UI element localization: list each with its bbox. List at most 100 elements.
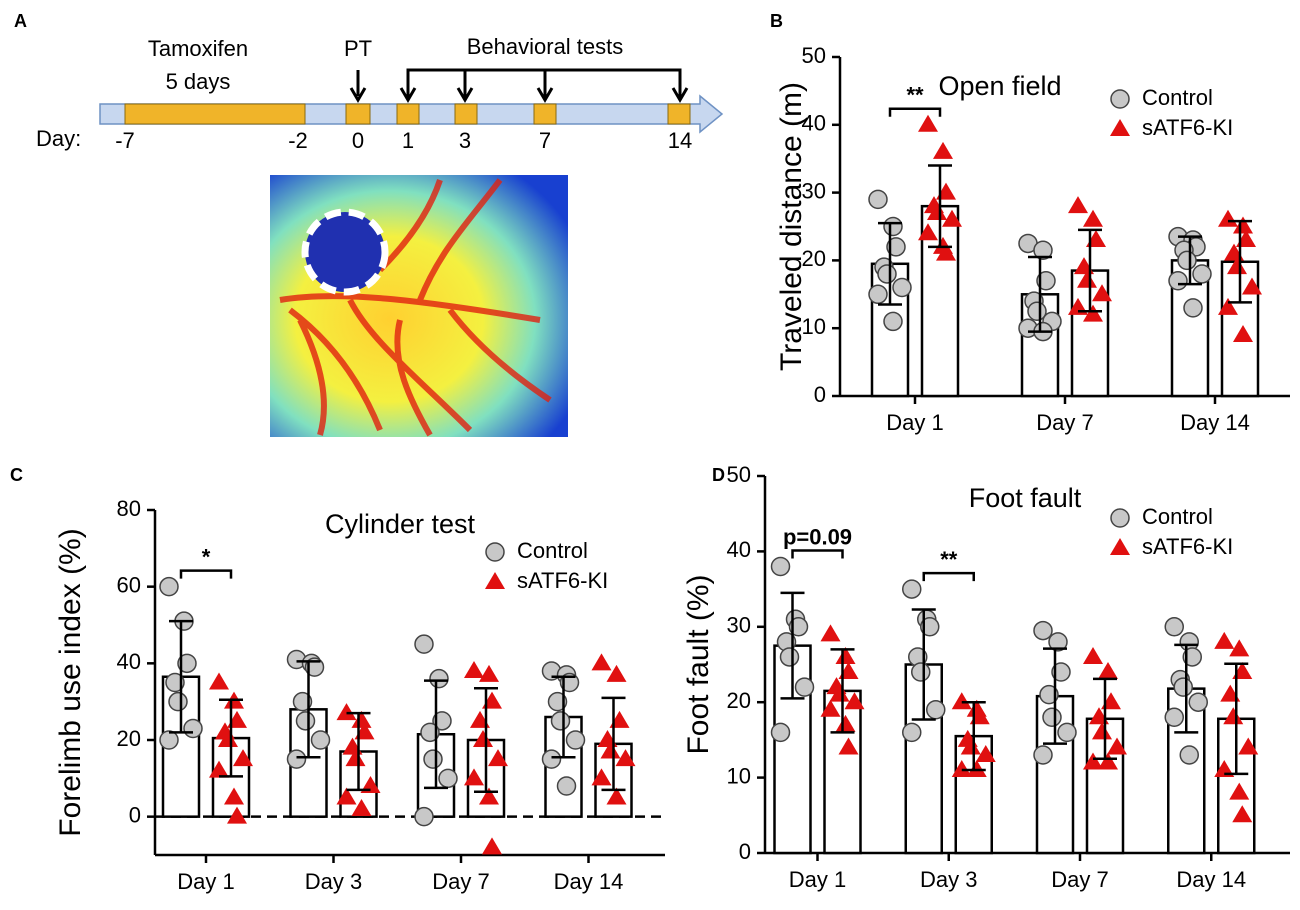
data-point bbox=[183, 718, 203, 739]
data-point bbox=[883, 216, 903, 237]
y-tick-label: 30 bbox=[727, 613, 751, 638]
data-point bbox=[1182, 647, 1202, 667]
data-point bbox=[1214, 631, 1235, 649]
day-label: -2 bbox=[288, 128, 308, 153]
chart-title: Open field bbox=[938, 71, 1061, 101]
data-point bbox=[886, 237, 906, 257]
chart-title: Cylinder test bbox=[325, 509, 476, 539]
data-point bbox=[1192, 264, 1212, 284]
data-point bbox=[868, 284, 888, 305]
error-bar bbox=[1178, 235, 1202, 286]
data-point bbox=[902, 722, 922, 743]
test-block bbox=[454, 103, 478, 125]
data-point bbox=[770, 556, 791, 577]
error-bar bbox=[551, 675, 576, 759]
data-point bbox=[485, 542, 505, 562]
y-tick-label: 80 bbox=[117, 496, 141, 521]
data-point bbox=[1188, 692, 1208, 712]
error-bar bbox=[1228, 219, 1252, 304]
data-point bbox=[942, 209, 962, 227]
data-point bbox=[550, 711, 571, 731]
day-label: 1 bbox=[402, 128, 414, 153]
data-point bbox=[420, 722, 440, 743]
data-point bbox=[1218, 209, 1238, 227]
data-point bbox=[429, 668, 449, 689]
error-bar bbox=[219, 698, 243, 778]
data-point bbox=[464, 661, 484, 678]
x-tick-label: Day 7 bbox=[432, 869, 489, 894]
error-bar bbox=[878, 221, 902, 306]
data-point bbox=[1083, 304, 1103, 322]
data-point bbox=[1083, 646, 1103, 664]
data-point bbox=[227, 806, 247, 824]
timeline: Tamoxifen 5 days PT Behavioral tests Day… bbox=[36, 34, 724, 151]
day-label: 3 bbox=[459, 128, 471, 153]
data-point bbox=[286, 749, 307, 769]
data-point bbox=[927, 202, 947, 220]
data-point bbox=[1077, 270, 1097, 288]
x-tick-label: Day 1 bbox=[177, 869, 234, 894]
data-point bbox=[918, 114, 938, 132]
data-point bbox=[788, 617, 809, 637]
data-point bbox=[933, 141, 953, 159]
data-point bbox=[779, 647, 800, 667]
data-point bbox=[1027, 301, 1047, 321]
data-point bbox=[868, 189, 888, 210]
day-label: 14 bbox=[668, 128, 692, 153]
data-point bbox=[295, 711, 316, 731]
data-point bbox=[820, 624, 841, 642]
data-point bbox=[1238, 737, 1259, 755]
data-point bbox=[1227, 257, 1247, 275]
data-point bbox=[209, 760, 229, 778]
data-point bbox=[820, 699, 841, 717]
y-tick-label: 10 bbox=[727, 763, 751, 788]
data-point bbox=[606, 787, 627, 805]
y-tick-label: 60 bbox=[117, 572, 141, 597]
data-point bbox=[1098, 752, 1118, 770]
data-point bbox=[591, 768, 612, 786]
data-point bbox=[1223, 707, 1244, 725]
error-bar bbox=[474, 687, 498, 793]
y-axis-label: Foot fault (%) bbox=[682, 574, 715, 754]
data-point bbox=[975, 744, 996, 762]
data-point bbox=[829, 684, 850, 702]
y-tick-label: 20 bbox=[117, 726, 141, 751]
data-point bbox=[892, 277, 912, 298]
significance-bracket bbox=[179, 569, 233, 579]
data-point bbox=[1242, 277, 1262, 295]
data-point bbox=[960, 737, 981, 755]
data-point bbox=[1110, 89, 1130, 109]
data-point bbox=[1110, 538, 1130, 555]
error-bar bbox=[296, 660, 321, 759]
data-point bbox=[336, 703, 357, 721]
data-point bbox=[1232, 805, 1253, 823]
data-point bbox=[1033, 745, 1053, 765]
data-point bbox=[1164, 617, 1184, 637]
data-point bbox=[1048, 632, 1068, 652]
x-tick-label: Day 14 bbox=[1180, 410, 1250, 435]
data-point bbox=[1233, 324, 1253, 342]
significance-label: p=0.09 bbox=[783, 524, 852, 549]
x-tick-label: Day 7 bbox=[1051, 867, 1108, 892]
data-point bbox=[233, 749, 253, 767]
data-point bbox=[1051, 662, 1071, 682]
data-point bbox=[541, 749, 562, 769]
error-bar bbox=[601, 696, 626, 792]
data-point bbox=[920, 617, 940, 637]
chart-title: Foot fault bbox=[969, 483, 1082, 513]
data-point bbox=[911, 662, 931, 682]
day-prefix: Day: bbox=[36, 126, 81, 151]
data-point bbox=[432, 711, 452, 731]
data-point bbox=[918, 223, 938, 241]
data-point bbox=[606, 664, 627, 682]
data-point bbox=[835, 714, 856, 732]
significance-label: ** bbox=[940, 547, 958, 572]
duration-label: 5 days bbox=[166, 69, 231, 94]
error-bar bbox=[346, 711, 371, 792]
error-bar bbox=[169, 619, 193, 734]
day-label: 7 bbox=[539, 128, 551, 153]
data-point bbox=[1110, 508, 1130, 528]
data-point bbox=[479, 787, 499, 805]
y-tick-label: 20 bbox=[802, 246, 826, 271]
y-tick-label: 0 bbox=[814, 382, 826, 407]
